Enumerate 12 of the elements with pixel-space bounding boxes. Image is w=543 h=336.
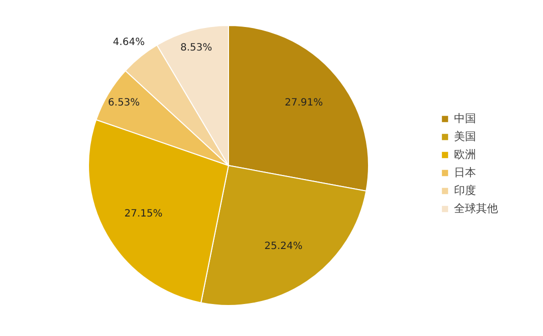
legend-label: 全球其他 [454, 201, 498, 216]
legend-label: 欧洲 [454, 147, 476, 162]
data-label: 6.53% [108, 98, 140, 109]
data-label: 4.64% [112, 37, 145, 48]
data-label: 27.15% [124, 208, 163, 220]
legend-label: 美国 [454, 129, 476, 144]
data-label: 27.91% [284, 97, 323, 108]
data-label: 8.53% [180, 42, 212, 54]
legend-label: 中国 [454, 111, 476, 126]
legend-label: 日本 [454, 165, 476, 180]
data-label: 25.24% [264, 241, 303, 252]
legend-label: 印度 [454, 183, 476, 198]
